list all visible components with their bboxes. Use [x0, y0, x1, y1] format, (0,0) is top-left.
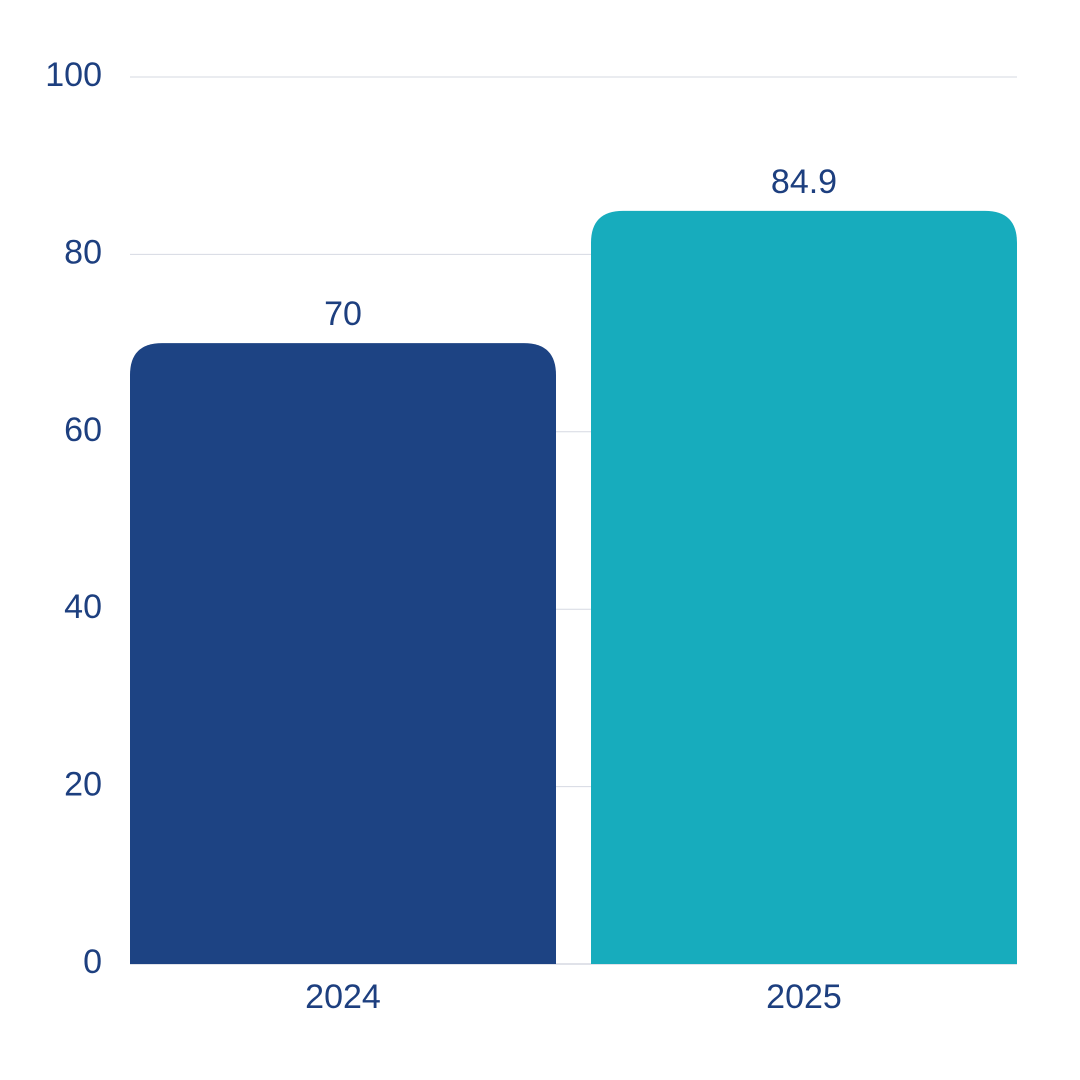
bars [130, 210, 1017, 965]
value-labels: 70 84.9 [324, 163, 837, 333]
y-axis-tick-labels: 0 20 40 60 80 100 [45, 56, 102, 981]
x-tick-label-2024: 2024 [305, 978, 381, 1016]
y-tick-label-100: 100 [45, 56, 102, 94]
y-tick-label-80: 80 [64, 233, 102, 271]
x-axis-tick-labels: 2024 2025 [305, 978, 842, 1016]
y-tick-label-60: 60 [64, 411, 102, 449]
bar-2025 [591, 210, 1017, 964]
bar-2024 [130, 343, 556, 965]
value-label-2025: 84.9 [771, 163, 837, 201]
y-tick-label-0: 0 [83, 943, 102, 981]
y-tick-label-40: 40 [64, 588, 102, 626]
value-label-2024: 70 [324, 295, 362, 333]
y-tick-label-20: 20 [64, 766, 102, 804]
x-tick-label-2025: 2025 [766, 978, 842, 1016]
